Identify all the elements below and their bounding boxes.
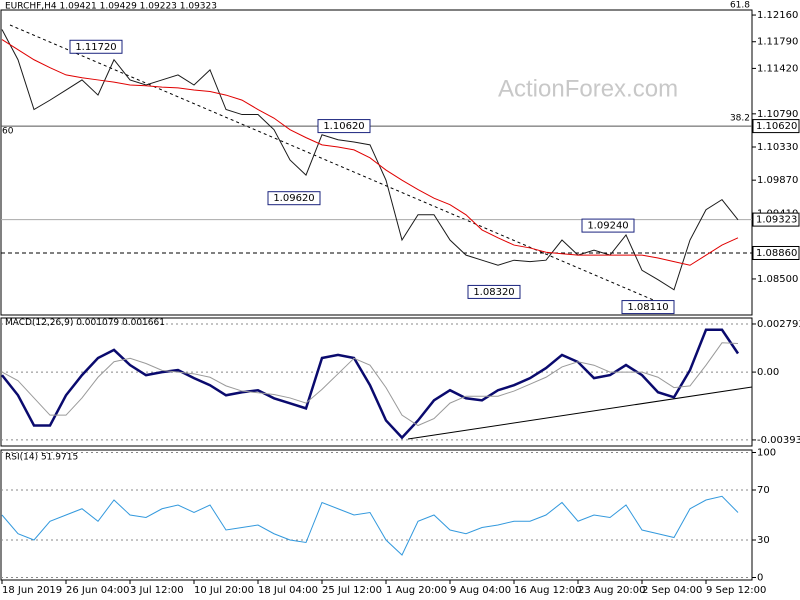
price-note-box [581, 218, 635, 233]
price-note-box [621, 300, 675, 315]
y-tick-label: 1.10790 [757, 109, 798, 120]
x-tick-label: 9 Aug 04:00 [450, 585, 511, 596]
x-tick-label: 9 Sep 12:00 [706, 585, 766, 596]
level-box [752, 212, 800, 227]
level-label: 1.10620 [756, 121, 797, 132]
price-note: 1.11720 [75, 42, 116, 53]
price-note-box [317, 119, 371, 134]
y-tick-label: -0.003938 [757, 435, 800, 446]
x-tick-label: 23 Aug 20:00 [578, 585, 645, 596]
y-tick-label: 70 [757, 485, 770, 496]
y-tick-label: 1.11420 [757, 63, 798, 74]
price-note: 1.10620 [323, 121, 364, 132]
trend-line [407, 386, 753, 440]
price-note-box [69, 39, 123, 54]
panel-title: RSI(14) 51.9715 [5, 453, 78, 463]
x-tick-label: 3 Jul 12:00 [130, 585, 184, 596]
fib-label: 38.2 [730, 114, 750, 124]
y-tick-label: 0 [757, 573, 763, 584]
panel-title: MACD(12,26,9) 0.001079 0.001661 [5, 318, 165, 328]
y-tick-label: 30 [757, 535, 770, 546]
x-tick-label: 26 Jun 04:00 [66, 585, 130, 596]
x-tick-label: 25 Jul 12:00 [322, 585, 382, 596]
x-tick-label: 16 Aug 12:00 [514, 585, 581, 596]
y-tick-label: 100 [757, 448, 776, 459]
series-line [1, 342, 739, 427]
level-box [752, 119, 800, 134]
fib-label: 60 [2, 127, 14, 137]
level-label: 1.09323 [756, 215, 797, 226]
y-tick-label: 1.11790 [757, 37, 798, 48]
level-label: 1.08860 [756, 248, 797, 259]
y-tick-label: 0.00 [757, 367, 779, 378]
y-tick-label: 1.08500 [757, 274, 798, 285]
level-box [752, 245, 800, 260]
panel-title: EURCHF,H4 1.09421 1.09429 1.09223 1.0932… [5, 2, 217, 12]
price-note: 1.08110 [627, 302, 668, 313]
x-tick-label: 1 Aug 20:00 [386, 585, 447, 596]
y-tick-label: 1.12160 [757, 10, 798, 21]
y-tick-label: 1.09870 [757, 175, 798, 186]
fib-label: 61.8 [730, 1, 750, 11]
series-line [1, 495, 739, 556]
price-panel [0, 9, 753, 316]
price-note: 1.09620 [273, 193, 314, 204]
x-tick-label: 10 Jul 20:00 [194, 585, 254, 596]
price-note-box [467, 284, 521, 299]
x-tick-label: 2 Sep 04:00 [642, 585, 702, 596]
y-tick-label: 0.002793 [757, 319, 800, 330]
series-line [1, 39, 739, 266]
price-note-box [267, 191, 321, 206]
price-note: 1.08320 [473, 287, 514, 298]
trend-line [9, 24, 666, 306]
price-note: 1.09240 [587, 221, 628, 232]
rsi-panel [0, 449, 753, 581]
macd-panel [0, 317, 753, 447]
series-line [1, 29, 739, 291]
y-tick-label: 1.10330 [757, 142, 798, 153]
watermark: ActionForex.com [498, 75, 678, 102]
x-tick-label: 18 Jul 04:00 [258, 585, 318, 596]
x-tick-label: 18 Jun 2019 [2, 585, 62, 596]
